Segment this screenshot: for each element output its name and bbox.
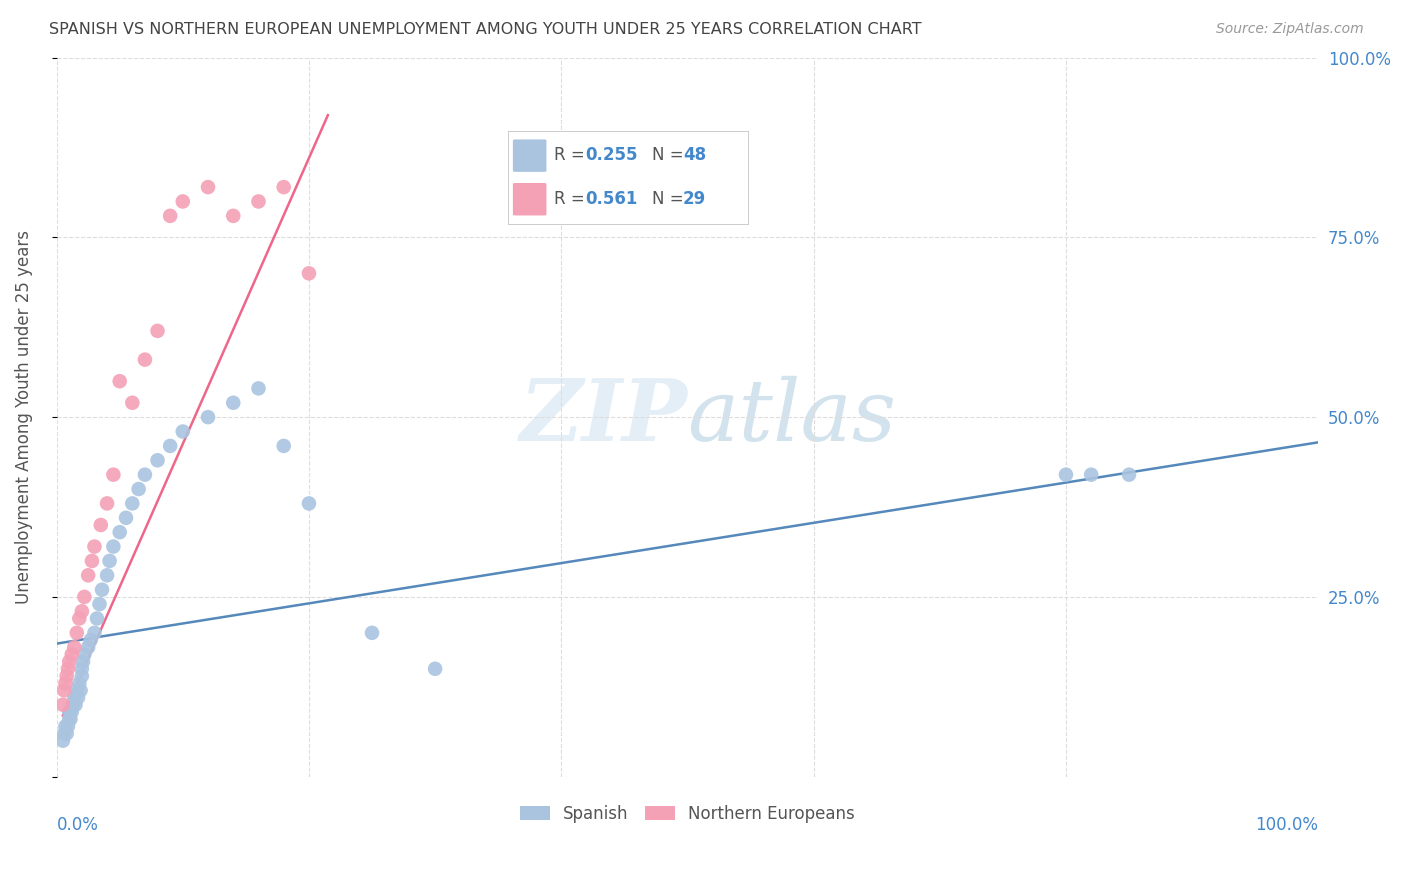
Point (63, 640, 86, 655)
Point (86, 611, 108, 625)
Point (96, 496, 118, 510)
Point (159, 209, 181, 223)
Point (108, 374, 131, 388)
Point (197, 180, 219, 194)
Point (172, 194, 194, 209)
Point (273, 439, 295, 453)
Point (55, 726, 77, 740)
Point (247, 381, 270, 395)
Text: 0.0%: 0.0% (56, 816, 98, 834)
Point (58, 655, 80, 669)
Point (63, 690, 86, 705)
Point (66, 683, 89, 698)
Text: ZIP: ZIP (520, 376, 688, 458)
Point (66, 625, 89, 640)
Text: 100.0%: 100.0% (1256, 816, 1319, 834)
Point (361, 625, 384, 640)
Point (298, 496, 321, 510)
Point (53, 683, 76, 698)
Point (423, 662, 446, 676)
Point (247, 194, 270, 209)
Text: N =: N = (652, 146, 689, 164)
Point (1054, 467, 1077, 482)
Point (146, 453, 169, 467)
FancyBboxPatch shape (513, 139, 547, 172)
Point (1080, 467, 1102, 482)
Text: 29: 29 (683, 190, 706, 208)
Point (222, 209, 245, 223)
Point (108, 525, 131, 540)
Point (121, 396, 143, 410)
Point (70, 604, 93, 618)
Point (65, 698, 87, 712)
Point (91, 582, 114, 597)
Text: Source: ZipAtlas.com: Source: ZipAtlas.com (1216, 22, 1364, 37)
Point (52, 698, 75, 712)
Point (222, 396, 245, 410)
Point (89, 597, 111, 611)
Point (53, 726, 76, 740)
Point (70, 669, 93, 683)
Point (83, 625, 105, 640)
Point (72, 655, 94, 669)
Text: N =: N = (652, 190, 689, 208)
Point (96, 568, 118, 582)
Point (55, 669, 77, 683)
Point (62, 698, 84, 712)
Point (146, 324, 169, 338)
Point (121, 496, 143, 510)
Point (83, 540, 105, 554)
Point (60, 648, 83, 662)
Point (70, 662, 93, 676)
Point (67, 611, 90, 625)
Point (90, 518, 112, 533)
Legend: Spanish, Northern Europeans: Spanish, Northern Europeans (513, 798, 862, 830)
Text: R =: R = (554, 190, 589, 208)
Point (115, 510, 138, 524)
Point (134, 467, 156, 482)
Point (58, 705, 80, 719)
Point (67, 690, 90, 705)
Text: 48: 48 (683, 146, 706, 164)
Text: SPANISH VS NORTHERN EUROPEAN UNEMPLOYMENT AMONG YOUTH UNDER 25 YEARS CORRELATION: SPANISH VS NORTHERN EUROPEAN UNEMPLOYMEN… (49, 22, 922, 37)
Point (98, 554, 121, 568)
Point (52, 733, 75, 747)
Point (55, 676, 77, 690)
Point (58, 712, 80, 726)
Point (80, 554, 103, 568)
Point (56, 719, 79, 733)
Point (172, 425, 194, 439)
Point (159, 439, 181, 453)
Point (67, 676, 90, 690)
Text: R =: R = (554, 146, 589, 164)
Point (79, 633, 101, 648)
Point (298, 266, 321, 280)
Point (103, 467, 125, 482)
Point (60, 705, 83, 719)
Point (62, 698, 84, 712)
Point (134, 352, 156, 367)
Point (59, 712, 82, 726)
Point (197, 410, 219, 425)
Point (73, 648, 96, 662)
Point (103, 540, 125, 554)
Point (77, 568, 100, 582)
Text: atlas: atlas (688, 376, 897, 458)
Point (55, 719, 77, 733)
Point (56, 662, 79, 676)
Point (73, 590, 96, 604)
Point (128, 482, 150, 496)
Point (77, 640, 100, 655)
Point (69, 683, 91, 698)
Text: 0.561: 0.561 (585, 190, 637, 208)
FancyBboxPatch shape (513, 183, 547, 216)
Text: 0.255: 0.255 (585, 146, 637, 164)
Y-axis label: Unemployment Among Youth under 25 years: Unemployment Among Youth under 25 years (15, 230, 32, 604)
Point (273, 180, 295, 194)
Point (1118, 467, 1140, 482)
